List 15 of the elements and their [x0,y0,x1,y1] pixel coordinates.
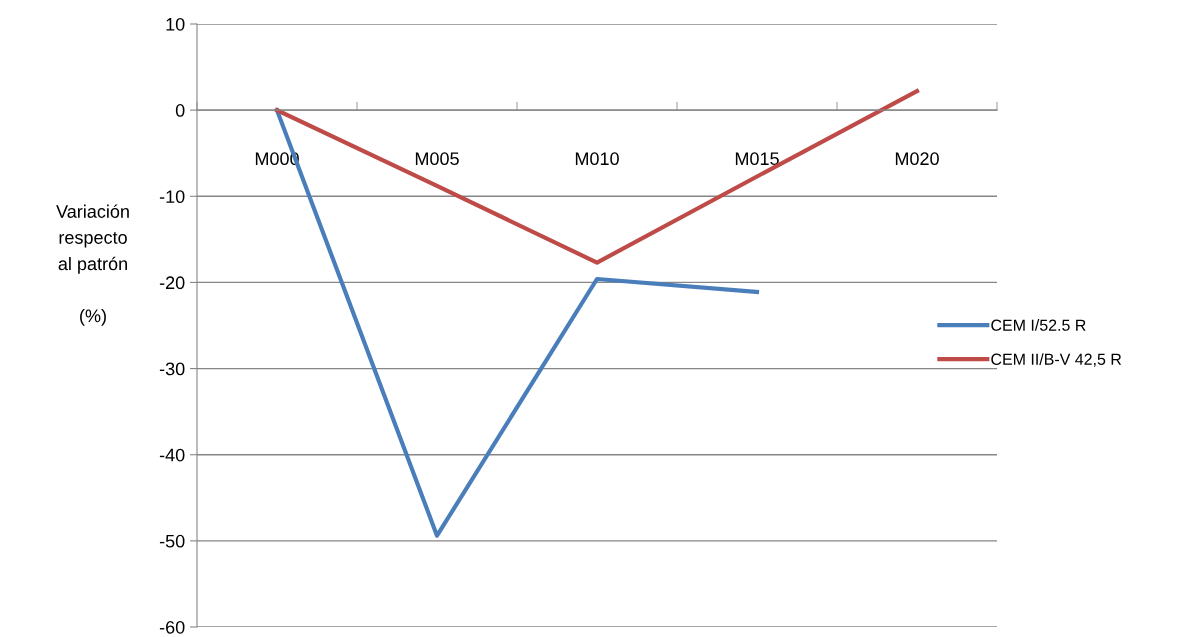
x-tick-label: M020 [895,152,939,166]
legend-label: CEM II/B-V 42,5 R [991,353,1122,367]
legend-label: CEM I/52.5 R [991,319,1086,331]
y-tick-label: -30 [159,362,185,376]
x-tick-label: M015 [735,152,779,166]
y-tick-label: -20 [159,276,185,290]
y-tick-label: -50 [159,534,185,548]
y-tick-label: -40 [159,448,185,462]
y-tick-label: 0 [175,104,185,117]
x-tick-label: M010 [575,152,619,166]
y-tick-label: 10 [166,17,185,31]
y-tick-label: -60 [159,620,185,634]
text: Variación respecto al patrón (%) [56,204,129,326]
y-tick-label: -10 [159,190,185,204]
x-tick-label: M005 [415,152,459,166]
